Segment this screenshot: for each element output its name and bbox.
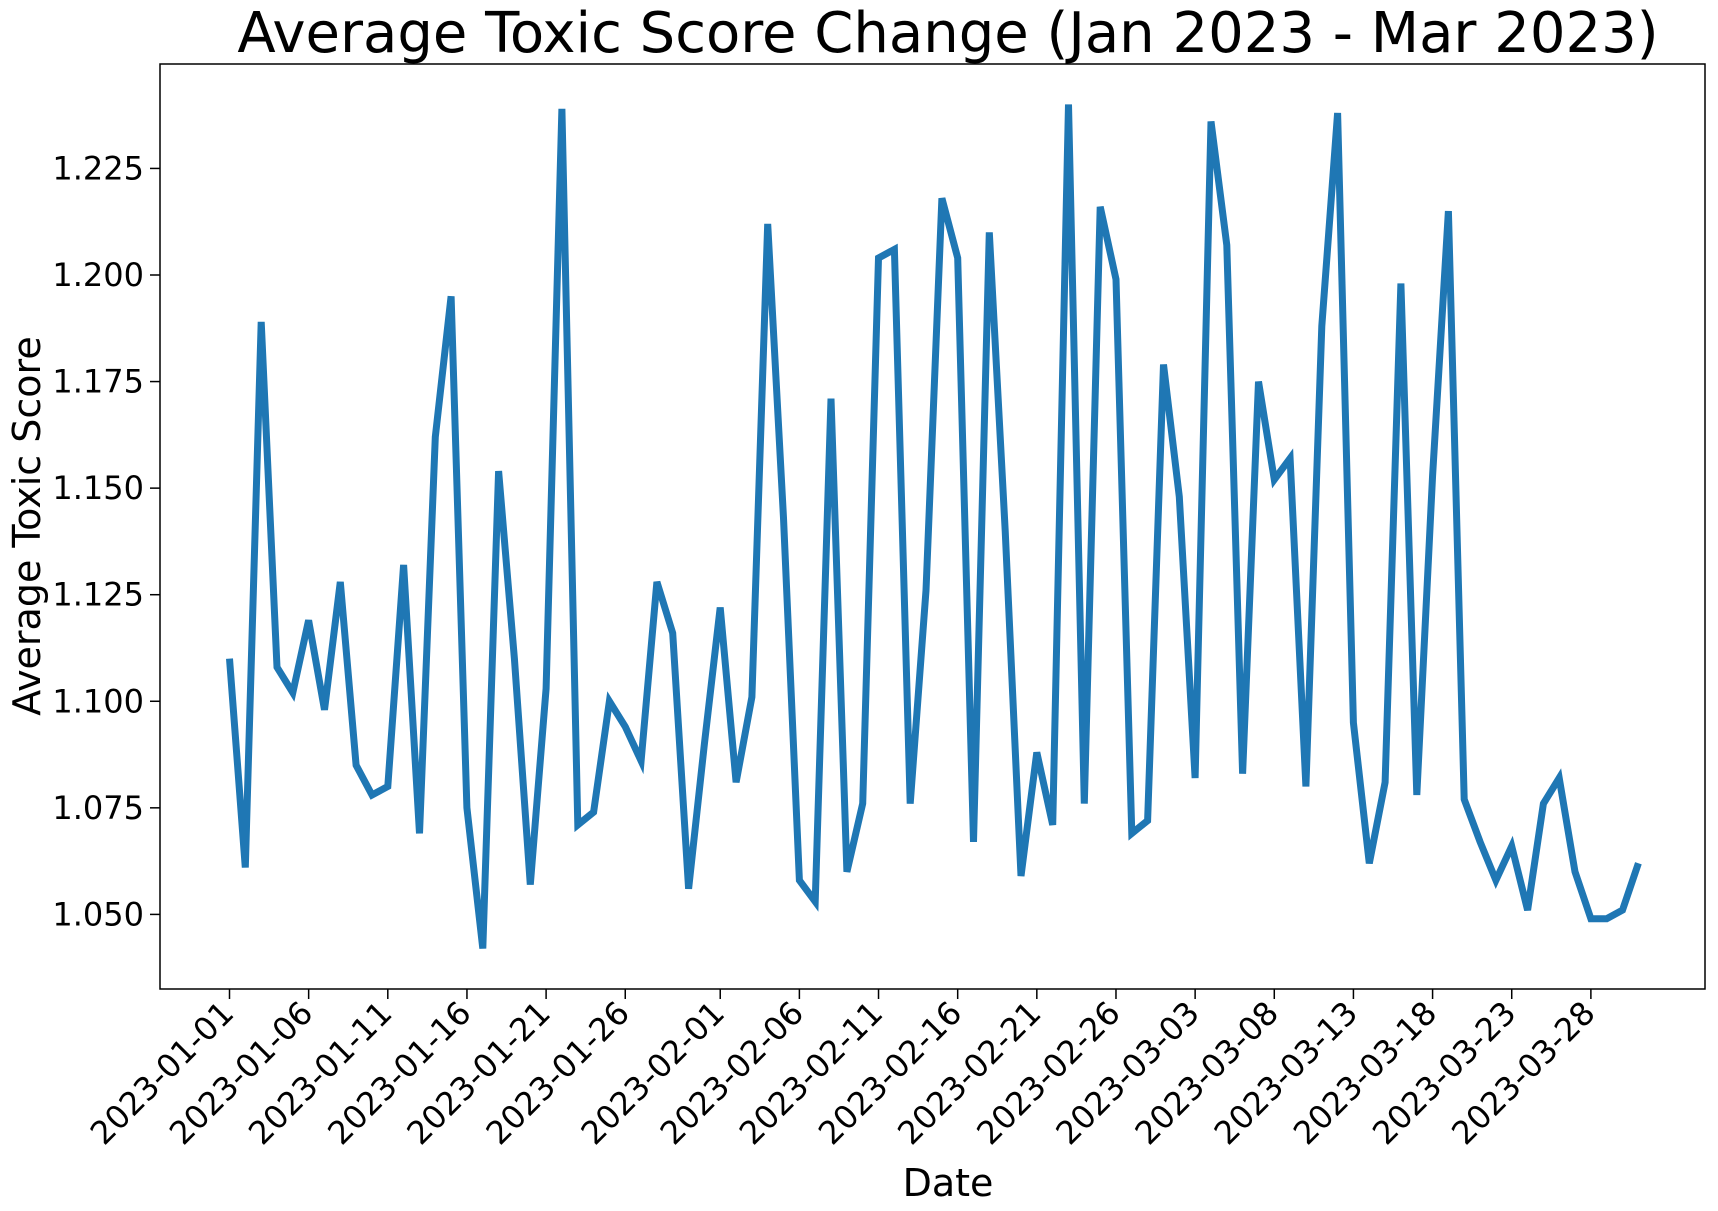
y-tick-label: 1.200 — [52, 256, 144, 294]
y-tick-label: 1.150 — [52, 469, 144, 507]
y-axis-label: Average Toxic Score — [5, 336, 49, 715]
y-tick-label: 1.075 — [52, 789, 144, 827]
y-tick-label: 1.225 — [52, 149, 144, 187]
y-tick-label: 1.100 — [52, 682, 144, 720]
series-layer — [226, 104, 1642, 949]
x-axis-label: Date — [903, 1161, 994, 1205]
y-tick-label: 1.125 — [52, 576, 144, 614]
series-line — [226, 104, 1642, 949]
x-axis: 2023-01-012023-01-062023-01-112023-01-16… — [83, 989, 1603, 1152]
chart-title: Average Toxic Score Change (Jan 2023 - M… — [237, 1, 1658, 66]
y-axis: 1.050 1.075 1.100 1.125 1.150 1.175 1.200 1.225 — [52, 149, 160, 933]
plot-frame — [159, 63, 1706, 990]
y-tick-label: 1.175 — [52, 363, 144, 401]
y-tick-label: 1.050 — [52, 895, 144, 933]
